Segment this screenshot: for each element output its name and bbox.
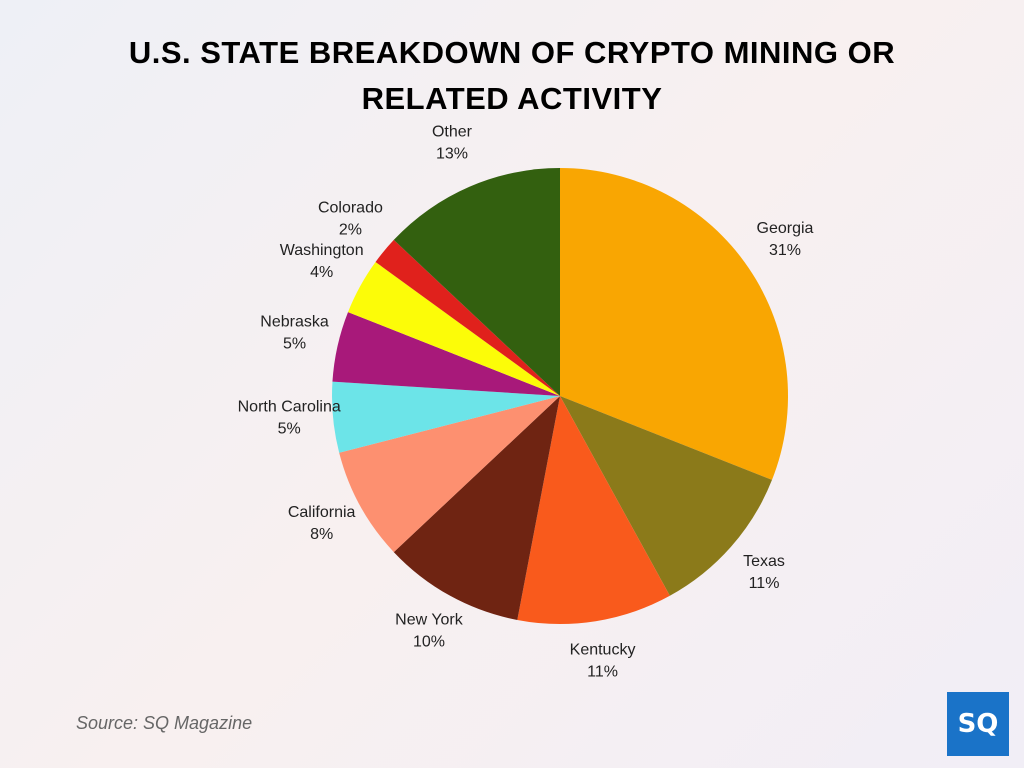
slice-value-label: 8% [310, 526, 333, 543]
slice-value-label: 4% [310, 264, 333, 281]
slice-label: Colorado [318, 200, 383, 217]
slice-label: Washington [280, 242, 364, 259]
slice-value-label: 11% [749, 575, 780, 592]
pie-slice [393, 168, 560, 396]
slice-label: Nebraska [260, 314, 329, 331]
logo: SQ [947, 692, 1009, 756]
slice-label: Kentucky [570, 642, 636, 659]
pie-slice [375, 239, 560, 396]
pie-slice [339, 396, 560, 553]
pie-slice [560, 168, 788, 480]
pie-slice [560, 396, 772, 596]
slice-value-label: 13% [436, 145, 468, 162]
pie-slice [332, 381, 560, 453]
slice-label: Texas [743, 553, 785, 570]
slice-value-label: 5% [283, 336, 306, 353]
chart-title: U.S. STATE BREAKDOWN OF CRYPTO MINING OR… [128, 35, 896, 116]
slice-value-label: 5% [278, 421, 301, 438]
pie-slice [332, 312, 560, 396]
slice-value-label: 2% [339, 222, 362, 239]
slice-value-label: 31% [769, 242, 801, 259]
slice-value-label: 11% [587, 664, 618, 681]
slice-label: Georgia [757, 220, 814, 237]
slice-label: Other [432, 123, 473, 140]
slice-label: North Carolina [238, 399, 341, 416]
slice-value-label: 10% [413, 633, 445, 650]
pie-slice [517, 396, 670, 625]
source: Source: SQ Magazine [76, 713, 253, 733]
slice-label: California [288, 504, 356, 521]
pie-slice [348, 261, 560, 396]
slice-label: New York [395, 611, 464, 628]
pie-slice [393, 396, 560, 620]
